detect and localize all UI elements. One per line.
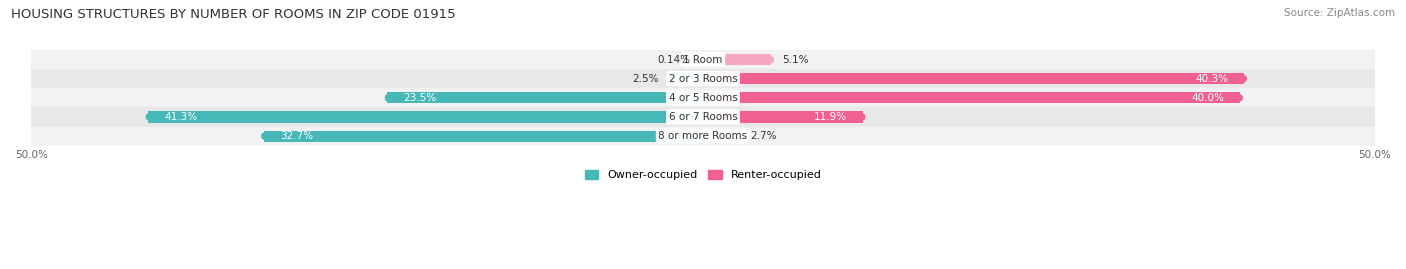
Text: 2.7%: 2.7%: [749, 131, 776, 141]
Circle shape: [262, 133, 266, 139]
Bar: [31, 69, 1375, 88]
Circle shape: [769, 57, 773, 62]
Text: 0.14%: 0.14%: [658, 55, 690, 65]
Circle shape: [699, 57, 703, 62]
Text: 8 or more Rooms: 8 or more Rooms: [658, 131, 748, 141]
Text: 4 or 5 Rooms: 4 or 5 Rooms: [669, 93, 737, 103]
Bar: [703, 111, 863, 122]
Bar: [148, 111, 703, 122]
Text: 2.5%: 2.5%: [633, 74, 658, 84]
Bar: [703, 92, 1240, 103]
Text: 40.3%: 40.3%: [1195, 74, 1229, 84]
Bar: [702, 54, 703, 65]
Circle shape: [737, 133, 741, 139]
Circle shape: [385, 95, 389, 101]
Text: 6 or 7 Rooms: 6 or 7 Rooms: [669, 112, 737, 122]
Bar: [31, 50, 1375, 69]
Text: Source: ZipAtlas.com: Source: ZipAtlas.com: [1284, 8, 1395, 18]
Bar: [669, 73, 703, 84]
Circle shape: [1239, 95, 1241, 101]
Text: 2 or 3 Rooms: 2 or 3 Rooms: [669, 74, 737, 84]
Bar: [31, 126, 1375, 146]
Bar: [264, 130, 703, 142]
Text: 40.0%: 40.0%: [1191, 93, 1225, 103]
Text: 11.9%: 11.9%: [814, 112, 846, 122]
Bar: [703, 73, 1244, 84]
Circle shape: [668, 76, 672, 82]
Circle shape: [146, 114, 150, 120]
Text: HOUSING STRUCTURES BY NUMBER OF ROOMS IN ZIP CODE 01915: HOUSING STRUCTURES BY NUMBER OF ROOMS IN…: [11, 8, 456, 21]
Circle shape: [860, 114, 865, 120]
Text: 5.1%: 5.1%: [782, 55, 808, 65]
Text: 23.5%: 23.5%: [404, 93, 437, 103]
Bar: [703, 54, 772, 65]
Bar: [703, 130, 740, 142]
Text: 1 Room: 1 Room: [683, 55, 723, 65]
Bar: [31, 88, 1375, 107]
Bar: [388, 92, 703, 103]
Bar: [31, 107, 1375, 126]
Legend: Owner-occupied, Renter-occupied: Owner-occupied, Renter-occupied: [585, 170, 821, 180]
Text: 32.7%: 32.7%: [280, 131, 314, 141]
Text: 41.3%: 41.3%: [165, 112, 197, 122]
Circle shape: [1243, 76, 1246, 82]
